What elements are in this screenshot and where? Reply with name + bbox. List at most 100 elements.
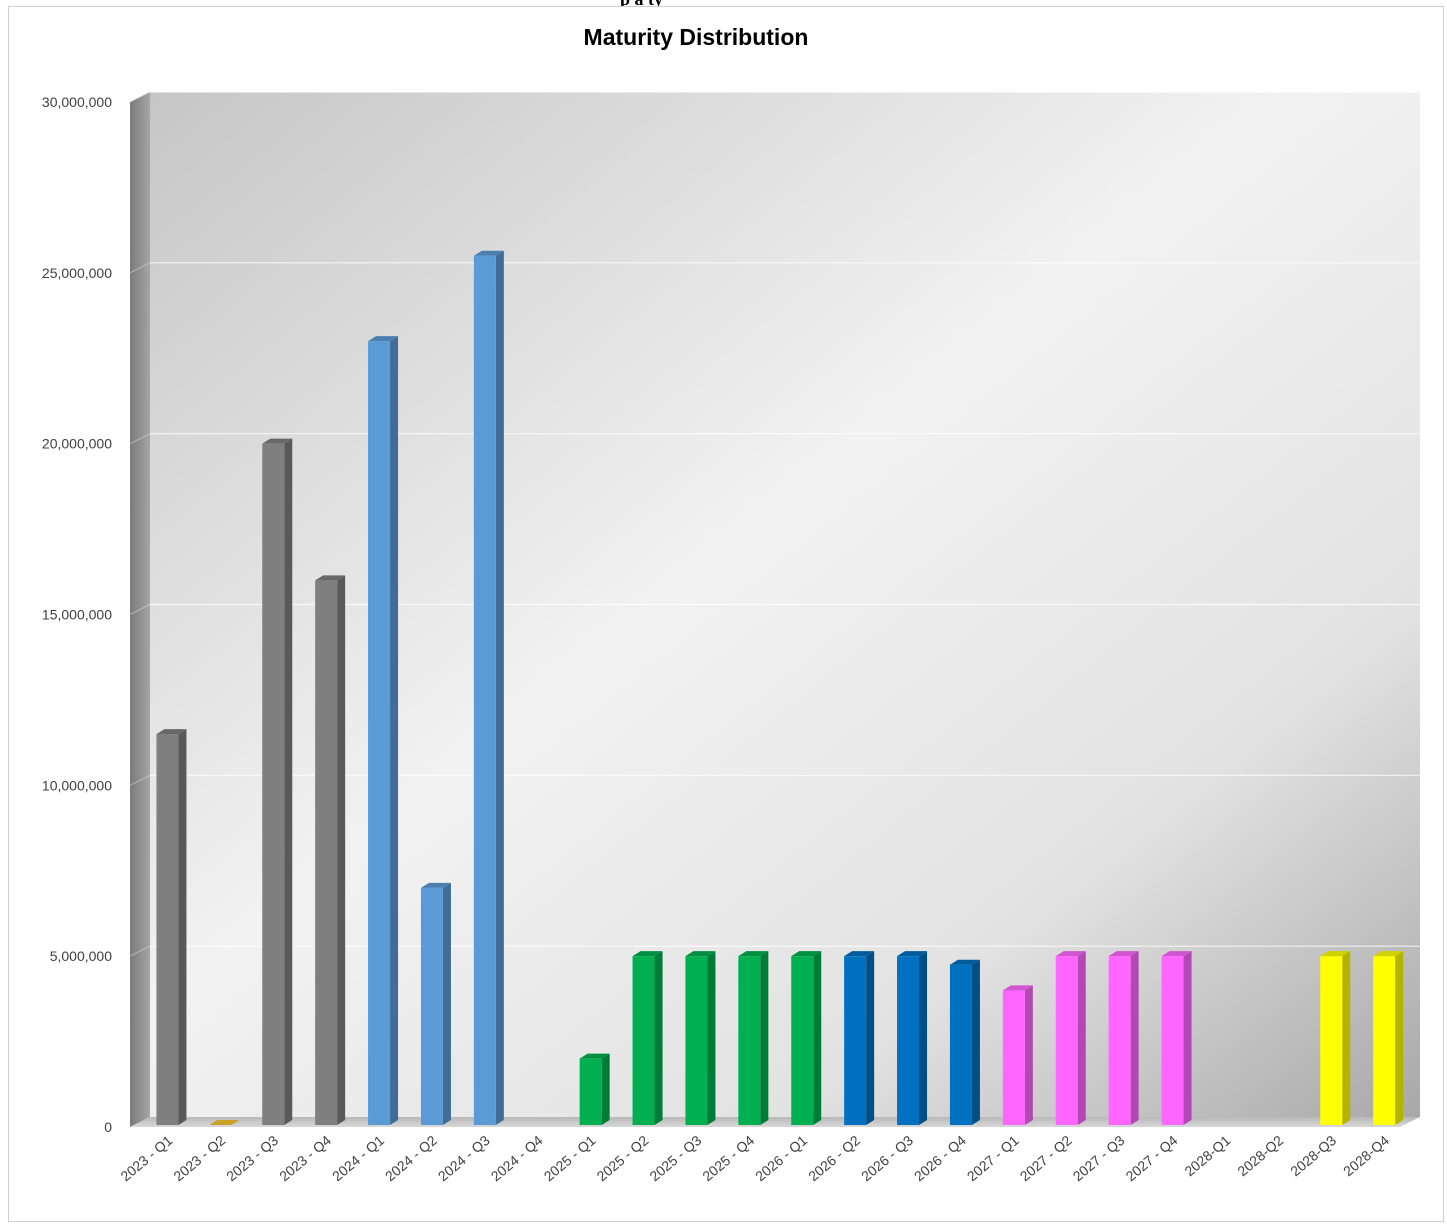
bar-top (632, 951, 663, 957)
bar-front (1108, 956, 1131, 1125)
bar (1161, 951, 1192, 1125)
bar-top (1002, 985, 1033, 991)
bar-top (420, 882, 451, 888)
bar-side (1342, 951, 1351, 1125)
bar-front (897, 956, 920, 1125)
floor (130, 1117, 1420, 1127)
bar-top (791, 951, 822, 957)
x-tick-label: 2025 - Q1 (541, 1132, 599, 1184)
bar (949, 959, 980, 1125)
x-tick-label: 2028-Q4 (1340, 1132, 1392, 1179)
x-tick-label: 2027 - Q4 (1122, 1132, 1180, 1184)
bar-front (738, 956, 761, 1125)
bar-top (685, 951, 716, 957)
y-tick-label: 30,000,000 (42, 94, 112, 110)
gridline-side (129, 774, 151, 786)
x-tick-label: 2024 - Q2 (382, 1132, 440, 1184)
bar (1055, 951, 1086, 1125)
clipped-page-heading-text: p a ty (620, 0, 663, 8)
x-tick-label: 2028-Q3 (1287, 1132, 1339, 1179)
bar (685, 951, 716, 1125)
bar-front (844, 956, 867, 1125)
bar-side (284, 438, 293, 1126)
bar-side (1077, 951, 1086, 1125)
x-tick-label: 2023 - Q3 (223, 1132, 281, 1184)
x-tick-label: 2028-Q2 (1234, 1132, 1286, 1179)
y-tick-label: 15,000,000 (42, 607, 112, 623)
y-tick-label: 10,000,000 (42, 777, 112, 793)
x-tick-label: 2027 - Q1 (964, 1132, 1022, 1184)
bar-top (156, 729, 187, 735)
bar-front (420, 887, 443, 1125)
bar-top (738, 951, 769, 957)
bar-top (949, 959, 980, 965)
bar (209, 1120, 240, 1125)
bar-side (178, 729, 187, 1125)
bar-side (760, 951, 769, 1125)
bar-front (262, 443, 285, 1126)
bar-top (368, 336, 399, 342)
bar-top (1161, 951, 1192, 957)
gridline-side (129, 91, 151, 103)
bar-side (495, 250, 504, 1125)
bar-side (1183, 951, 1192, 1125)
x-tick-label: 2024 - Q4 (488, 1132, 546, 1184)
bar-top (1055, 951, 1086, 957)
bar-top (262, 438, 293, 444)
x-tick-label: 2026 - Q3 (858, 1132, 916, 1184)
gridline-side (129, 262, 151, 274)
bar (1373, 951, 1404, 1125)
bar-top (1108, 951, 1139, 957)
bar (156, 729, 187, 1125)
bar-front (791, 956, 814, 1125)
bar-front (1373, 956, 1396, 1125)
bar-side (813, 951, 822, 1125)
bar (262, 438, 293, 1126)
bar-side (866, 951, 875, 1125)
bar (1002, 985, 1033, 1125)
bar-top (209, 1120, 240, 1125)
gridlines (129, 91, 1420, 957)
bar-side (971, 959, 980, 1125)
bar-top (844, 951, 875, 957)
bar-side (442, 882, 451, 1125)
x-tick-label: 2027 - Q3 (1070, 1132, 1128, 1184)
clipped-page-heading: p a ty (0, 0, 1447, 8)
bar-front (1055, 956, 1078, 1125)
x-tick-label: 2025 - Q2 (593, 1132, 651, 1184)
bar-side (1024, 985, 1033, 1125)
x-tick-label: 2025 - Q4 (699, 1132, 757, 1184)
y-tick-label: 0 (104, 1119, 112, 1135)
bar-front (685, 956, 708, 1125)
bar-side (390, 336, 399, 1126)
x-tick-label: 2025 - Q3 (646, 1132, 704, 1184)
bar (738, 951, 769, 1125)
x-tick-label: 2028-Q1 (1181, 1132, 1233, 1179)
bar-side (654, 951, 663, 1125)
bar-side (919, 951, 928, 1125)
x-tick-label: 2024 - Q1 (329, 1132, 387, 1184)
bar-front (315, 580, 338, 1125)
x-tick-label: 2023 - Q4 (276, 1132, 334, 1184)
bar-front (1002, 990, 1025, 1125)
bar-front (632, 956, 655, 1125)
x-tick-label: 2024 - Q3 (435, 1132, 493, 1184)
bar-front (368, 341, 391, 1126)
bar (1108, 951, 1139, 1125)
y-tick-label: 5,000,000 (50, 948, 112, 964)
bar-top (473, 250, 504, 256)
bar (579, 1053, 610, 1125)
bar-front (473, 255, 496, 1125)
bar (791, 951, 822, 1125)
y-tick-label: 25,000,000 (42, 265, 112, 281)
chart-title: Maturity Distribution (583, 24, 809, 50)
bar-top (315, 575, 346, 581)
x-tick-label: 2026 - Q2 (805, 1132, 863, 1184)
gridline-side (129, 945, 151, 957)
bar-top (1320, 951, 1351, 957)
bar-side (707, 951, 716, 1125)
bar-top (1373, 951, 1404, 957)
bar (632, 951, 663, 1125)
